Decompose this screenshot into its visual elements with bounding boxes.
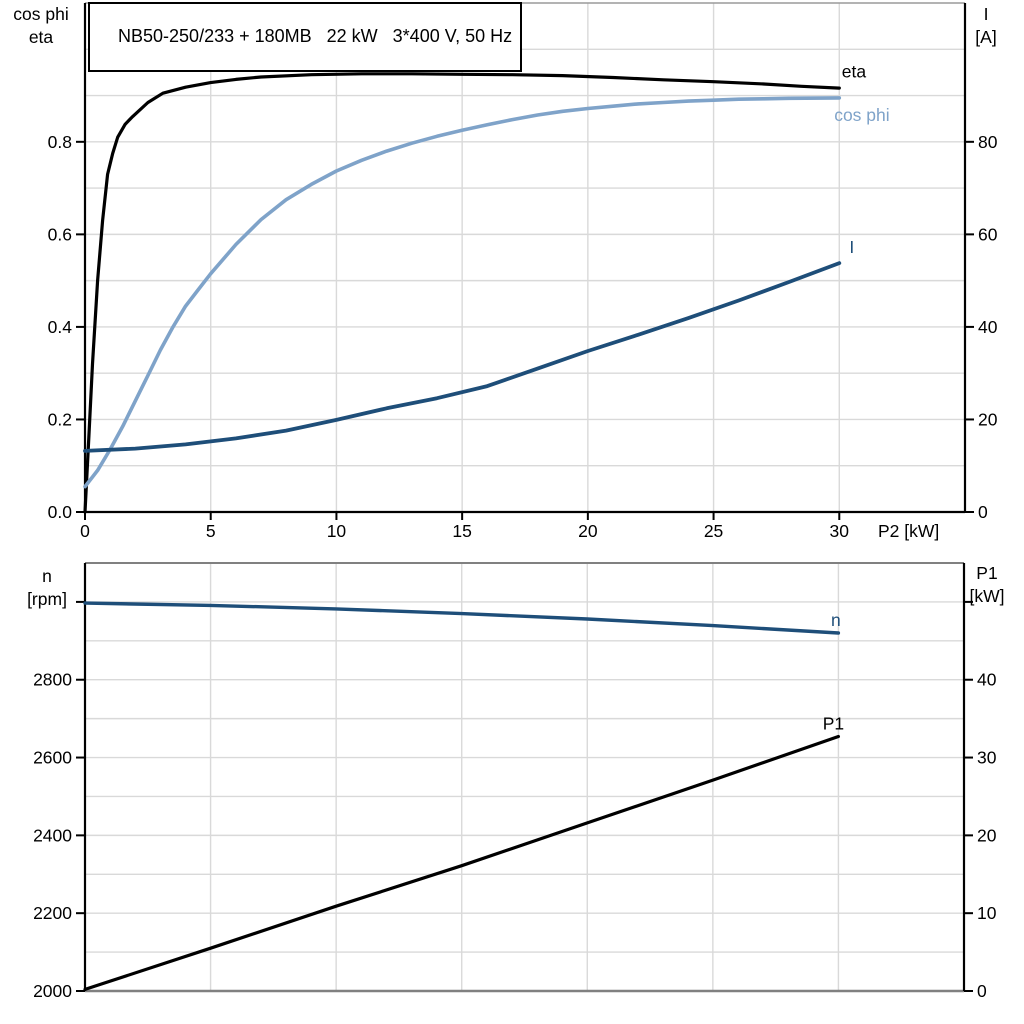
right-tick-label: 40 [977, 670, 997, 690]
x-axis-caption: P2 [kW] [878, 521, 939, 541]
right-tick-label: 0 [978, 502, 988, 522]
P1-curve [83, 734, 841, 992]
n-curve-label: n [831, 610, 841, 630]
x-tick-label: 10 [327, 521, 347, 541]
I-curve-label: I [849, 237, 854, 257]
x-tick-label: 25 [704, 521, 723, 541]
left-tick-label: 0.0 [48, 502, 73, 522]
left-tick-label: 0.6 [48, 224, 72, 244]
top-chart-right-axis-title: I [A] [949, 3, 1023, 49]
left-axis-title-line2: [rpm] [27, 589, 67, 609]
x-tick-label: 20 [578, 521, 598, 541]
top-chart-left-axis-title: cos phi eta [0, 3, 82, 49]
x-tick-label: 0 [80, 521, 90, 541]
bottom-chart-left-axis-title: n [rpm] [5, 565, 89, 611]
right-axis-title-line2: [A] [975, 27, 997, 47]
n-curve [83, 601, 841, 635]
right-tick-label: 80 [978, 132, 998, 152]
top-chart-plot: 0.0 0.2 0.4 0.6 0.8 0 20 40 60 80 0 5 10 15 20 25 30 P2 [… [48, 2, 998, 541]
x-tick-label: 30 [830, 521, 850, 541]
left-tick-label: 2200 [33, 903, 72, 923]
left-axis-title-line1: cos phi [13, 4, 69, 24]
eta-curve-label: eta [842, 61, 867, 81]
x-tick-label: 15 [452, 521, 471, 541]
right-axis-title-line2: [kW] [969, 586, 1005, 606]
chart-title-box: NB50-250/233 + 180MB 22 kW 3*400 V, 50 H… [88, 2, 523, 72]
right-tick-label: 20 [978, 409, 998, 429]
left-tick-label: 2800 [33, 670, 72, 690]
I-curve [83, 261, 842, 453]
left-axis-title-line1: n [42, 566, 52, 586]
left-tick-label: 2600 [33, 748, 72, 768]
right-tick-label: 30 [977, 748, 997, 768]
left-tick-label: 0.2 [48, 409, 72, 429]
eta-curve [83, 72, 841, 514]
right-tick-label: 10 [977, 903, 997, 923]
right-tick-label: 0 [977, 981, 987, 1001]
P1-curve-label: P1 [823, 713, 844, 733]
right-tick-label: 60 [978, 224, 998, 244]
cos_phi-curve [83, 96, 842, 489]
left-tick-label: 0.8 [48, 132, 72, 152]
left-tick-label: 2000 [33, 981, 72, 1001]
left-tick-label: 2400 [33, 825, 72, 845]
x-tick-label: 5 [206, 521, 216, 541]
cos_phi-curve-label: cos phi [834, 105, 889, 125]
right-tick-label: 20 [977, 825, 997, 845]
bottom-chart-right-axis-title: P1 [kW] [950, 562, 1024, 608]
right-axis-title-line1: P1 [976, 563, 998, 583]
chart-title: NB50-250/233 + 180MB 22 kW 3*400 V, 50 H… [118, 26, 513, 46]
left-tick-label: 0.4 [48, 317, 73, 337]
right-tick-label: 40 [978, 317, 998, 337]
left-axis-title-line2: eta [28, 27, 54, 47]
right-axis-title-line1: I [983, 4, 989, 24]
